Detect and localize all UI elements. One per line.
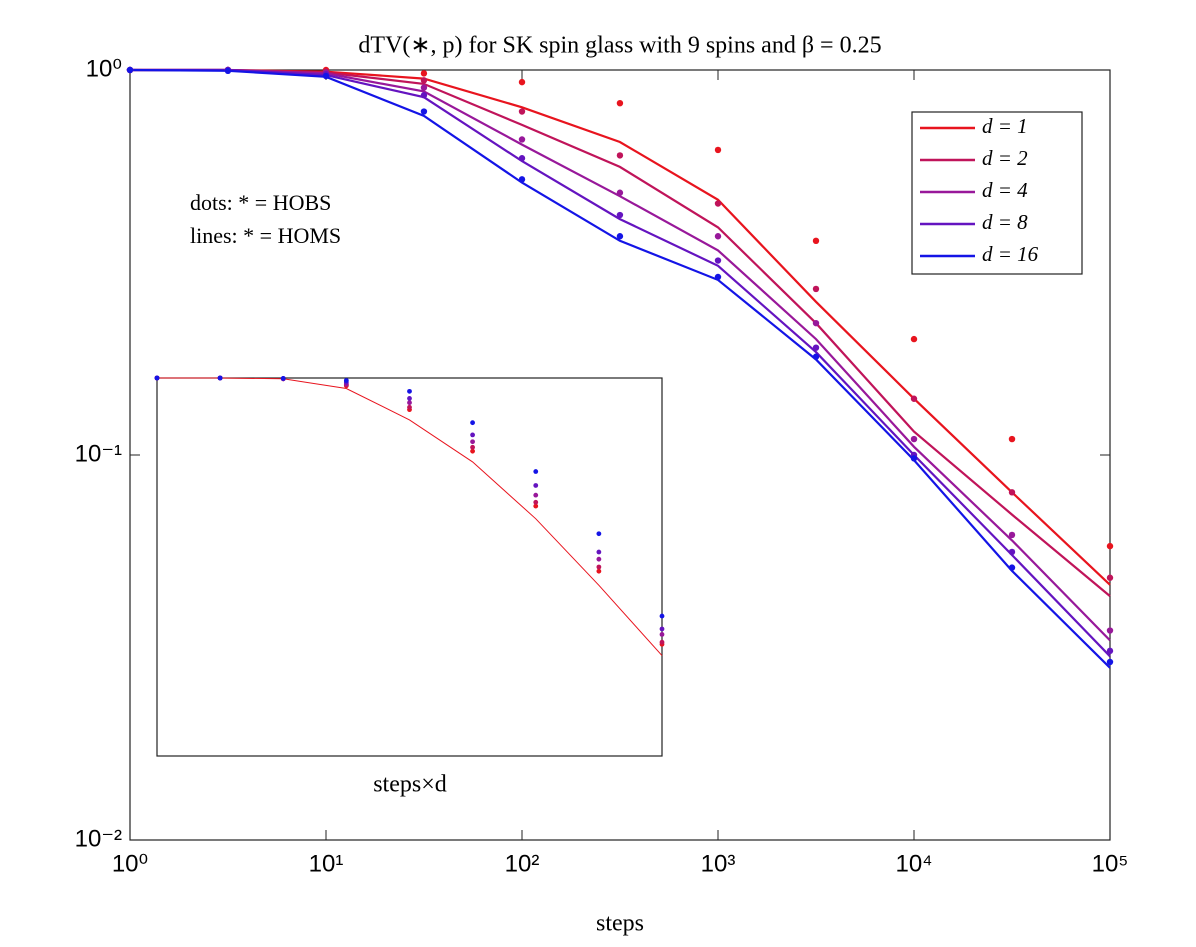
series-dot [1106,574,1114,581]
series-dot [812,319,820,327]
series-dot [910,455,918,462]
series-dot [910,395,918,402]
legend-label: d = 8 [982,210,1028,234]
series-dot [322,72,330,80]
series-line [129,68,1111,669]
series-dot [1008,564,1016,571]
series-dot [224,67,232,75]
series-dot [1008,435,1016,443]
series-dot [217,375,223,381]
series-dot [533,469,539,474]
series-dot [596,568,602,574]
series-dot [533,492,539,498]
series-dot [812,353,820,360]
series-dot [812,344,820,351]
series-dot [812,285,820,293]
series-dot [470,444,475,450]
series-dot [518,155,526,162]
series-dot [420,92,428,99]
series-dot [407,395,412,401]
series-dot [812,237,820,245]
x-tick-label: 10³ [701,850,736,877]
series-dot [154,375,160,381]
series-dot [616,99,624,107]
series-dot [910,435,918,443]
series-dot [1008,548,1016,556]
series-dot [1106,658,1114,666]
series-dot [470,420,475,426]
x-tick-label: 10⁵ [1092,850,1129,877]
series-dot [616,211,624,219]
x-tick-label: 10⁰ [112,850,148,877]
series-dot [343,378,349,383]
series-line [157,377,663,656]
series-dot [470,448,475,454]
series-dot [533,503,539,509]
x-tick-label: 10⁴ [895,850,932,877]
series-dot [596,549,602,555]
series-dot [420,70,428,77]
legend-label: d = 4 [982,178,1028,202]
x-tick-label: 10¹ [309,850,344,877]
series-dot [420,108,428,115]
series-dot [518,176,526,183]
series-dot [470,432,475,438]
series-dot [616,152,624,159]
legend-label: d = 2 [982,146,1028,170]
series-line [130,68,1111,658]
inset-x-label: steps×d [373,772,447,798]
legend-label: d = 1 [982,114,1028,138]
y-tick-label: 10⁰ [86,55,122,82]
series-dot [659,613,665,619]
series-dot [420,77,428,84]
series-dot [596,564,602,570]
series-dot [533,499,539,505]
series-dot [518,108,526,115]
y-tick-label: 10⁻² [75,825,122,852]
series-dot [407,388,412,394]
series-dot [910,335,918,343]
series-dot [596,556,602,562]
y-tick-label: 10⁻¹ [75,440,122,467]
series-line [130,68,1111,642]
series-dot [659,626,665,632]
series-dot [714,233,722,240]
series-dot [659,631,665,637]
series-dot [1106,647,1114,655]
series-dot [420,84,428,91]
legend-label: d = 16 [982,242,1039,266]
series-dot [714,257,722,264]
series-dot [518,136,526,143]
series-dot [1008,531,1016,539]
series-dot [616,233,624,240]
series-dot [659,639,665,645]
series-dot [1106,627,1114,634]
series-dot [533,483,539,488]
x-axis-label: steps [596,911,644,937]
series-dot [714,273,722,281]
series-dot [280,376,286,381]
series-dot [596,531,602,537]
annotation: dots: * = HOBS [190,190,331,215]
series-dot [407,404,412,410]
series-dot [407,400,412,406]
series-dot [1106,542,1114,550]
series-dot [518,78,526,86]
series-dot [470,439,475,445]
series-dot [1008,489,1016,496]
inset-frame [156,377,663,757]
series-dot [714,200,722,207]
annotation: lines: * = HOMS [190,223,341,248]
series-dot [616,189,624,196]
series-dot [714,146,722,154]
series-dot [126,66,134,74]
chart-title: dTV(∗, p) for SK spin glass with 9 spins… [358,33,881,59]
x-tick-label: 10² [505,850,540,877]
